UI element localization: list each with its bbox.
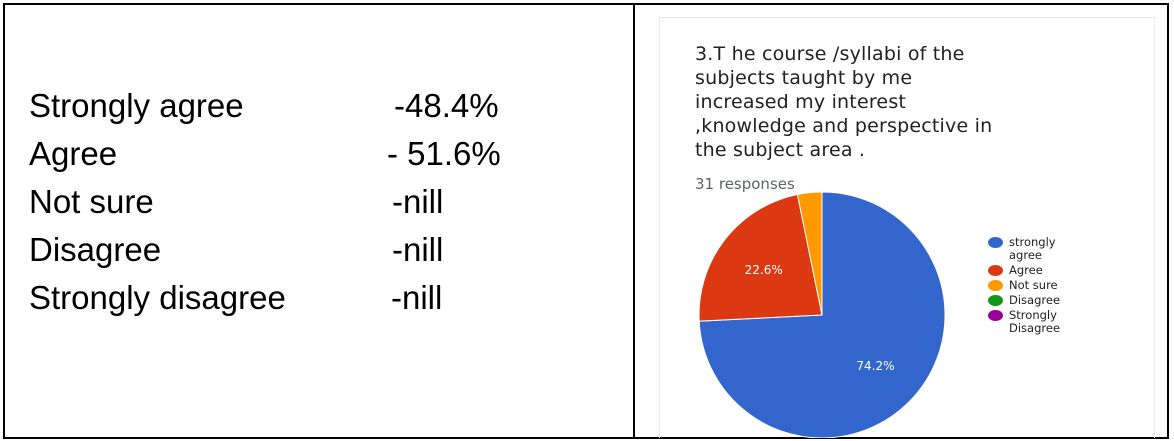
- question-line: the subject area .: [695, 139, 866, 161]
- question-line: ,knowledge and perspective in: [695, 115, 993, 137]
- stat-label: Disagree: [29, 231, 162, 268]
- chart-cell: 3.T he course /syllabi of the subjects t…: [635, 5, 1167, 438]
- pie-data-label: 22.6%: [745, 263, 783, 277]
- stat-value: -nill: [392, 183, 444, 220]
- legend-swatch: [988, 310, 1003, 321]
- legend-label: Disagree: [1009, 293, 1061, 307]
- stats-cell: Strongly agree -48.4% Agree - 51.6% Not …: [5, 5, 635, 437]
- question-line: increased my interest: [695, 91, 907, 113]
- question-line: subjects taught by me: [695, 67, 913, 89]
- stat-value: -nill: [391, 279, 443, 316]
- stat-label: Agree: [29, 135, 118, 172]
- pie-slice-agree: [698, 193, 823, 322]
- legend-item: Agree: [988, 264, 1087, 277]
- legend-item: Strongly Disagree: [988, 309, 1087, 335]
- legend-label: Agree: [1009, 263, 1043, 277]
- table: Strongly agree -48.4% Agree - 51.6% Not …: [3, 3, 1169, 439]
- question-title: 3.T he course /syllabi of the subjects t…: [695, 42, 1005, 162]
- response-count: 31 responses: [695, 175, 795, 193]
- legend-item: Not sure: [988, 279, 1087, 292]
- legend-swatch: [988, 295, 1003, 306]
- chart-legend: strongly agree Agree Not sure Disagree S…: [988, 236, 1087, 337]
- legend-label: strongly agree: [1009, 235, 1056, 262]
- stat-label: Not sure: [29, 183, 154, 220]
- legend-swatch: [988, 265, 1003, 276]
- pie-slice-not-sure: [796, 191, 823, 316]
- pie-chart: 74.2% 22.6%: [698, 191, 946, 438]
- pie-data-label: 74.2%: [856, 359, 894, 373]
- stat-label: Strongly agree: [29, 87, 244, 124]
- legend-item: strongly agree: [988, 236, 1087, 262]
- legend-swatch: [988, 237, 1003, 248]
- legend-label: Strongly Disagree: [1009, 308, 1061, 335]
- stat-value: -nill: [392, 231, 444, 268]
- stat-value: - 51.6%: [387, 135, 501, 172]
- question-line: 3.T he course /syllabi of the: [695, 43, 965, 65]
- legend-label: Not sure: [1009, 278, 1058, 292]
- legend-item: Disagree: [988, 294, 1087, 307]
- legend-swatch: [988, 280, 1003, 291]
- stat-value: -48.4%: [394, 87, 499, 124]
- form-response-card: 3.T he course /syllabi of the subjects t…: [659, 17, 1155, 438]
- stat-label: Strongly disagree: [29, 279, 286, 316]
